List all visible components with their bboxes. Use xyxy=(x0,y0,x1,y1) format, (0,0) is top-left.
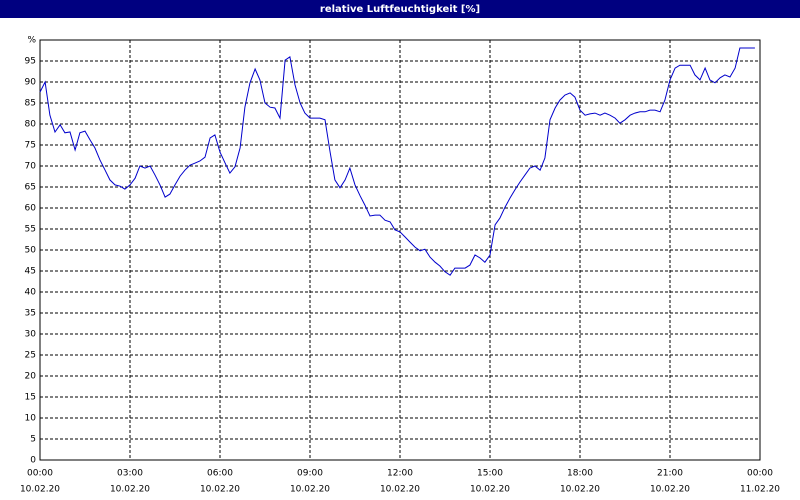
y-tick-label: 60 xyxy=(25,204,37,214)
y-tick-label: 70 xyxy=(25,162,37,172)
x-tick-label: 15:00 xyxy=(477,469,503,479)
y-tick-label: 90 xyxy=(25,78,37,88)
data-line xyxy=(39,47,755,276)
x-tick-label: 03:00 xyxy=(117,469,143,479)
y-tick-label: 10 xyxy=(25,414,37,424)
y-tick-label: % xyxy=(27,36,36,46)
x-tick-label: 18:00 xyxy=(567,469,593,479)
title-bar xyxy=(0,0,800,18)
x-tick-date: 11.02.20 xyxy=(740,485,780,495)
y-tick-label: 25 xyxy=(25,351,36,361)
y-tick-label: 55 xyxy=(25,225,36,235)
y-tick-label: 0 xyxy=(30,456,36,466)
y-tick-label: 45 xyxy=(25,267,36,277)
y-tick-label: 30 xyxy=(25,330,37,340)
x-tick-label: 06:00 xyxy=(207,469,233,479)
y-tick-label: 40 xyxy=(25,288,37,298)
y-tick-label: 80 xyxy=(25,120,37,130)
x-tick-date: 10.02.20 xyxy=(380,485,420,495)
x-tick-date: 10.02.20 xyxy=(470,485,510,495)
plot-frame xyxy=(39,39,761,461)
x-tick-label: 12:00 xyxy=(387,469,413,479)
x-tick-label: 09:00 xyxy=(297,469,323,479)
y-tick-label: 85 xyxy=(25,99,36,109)
y-tick-label: 35 xyxy=(25,309,36,319)
x-tick-date: 10.02.20 xyxy=(290,485,330,495)
x-tick-label: 00:00 xyxy=(747,469,773,479)
y-tick-label: 65 xyxy=(25,183,36,193)
y-tick-label: 15 xyxy=(25,393,36,403)
x-tick-date: 10.02.20 xyxy=(200,485,240,495)
x-tick-date: 10.02.20 xyxy=(110,485,150,495)
chart-title: relative Luftfeuchtigkeit [%] xyxy=(320,4,480,15)
y-tick-label: 95 xyxy=(25,57,36,67)
x-tick-date: 10.02.20 xyxy=(650,485,690,495)
x-tick-date: 10.02.20 xyxy=(560,485,600,495)
y-tick-label: 75 xyxy=(25,141,36,151)
y-tick-label: 50 xyxy=(25,246,37,256)
y-tick-label: 20 xyxy=(25,372,37,382)
x-tick-date: 10.02.20 xyxy=(20,485,60,495)
y-tick-label: 5 xyxy=(30,435,36,445)
x-tick-label: 00:00 xyxy=(27,469,53,479)
x-tick-label: 21:00 xyxy=(657,469,683,479)
